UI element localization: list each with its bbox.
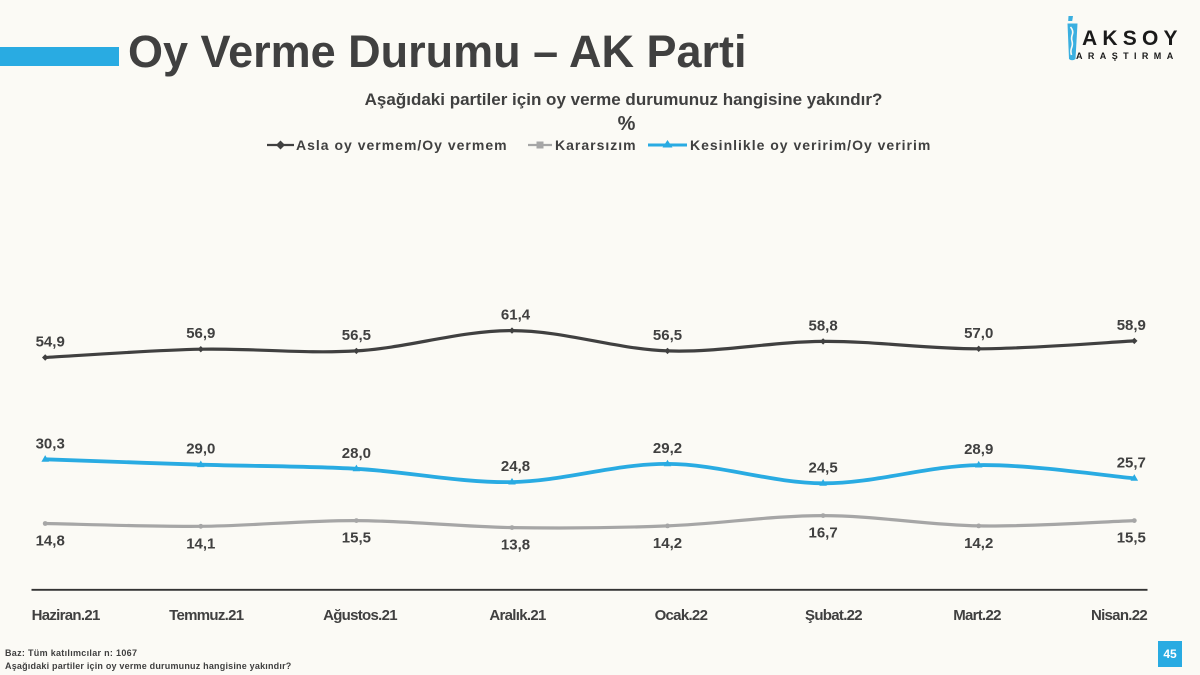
svg-text:14,8: 14,8 [36,533,65,550]
svg-text:Şubat.22: Şubat.22 [805,607,862,624]
svg-text:30,3: 30,3 [36,435,65,452]
svg-text:16,7: 16,7 [808,525,837,542]
svg-text:Ocak.22: Ocak.22 [655,607,708,624]
svg-text:ARAŞTIRMA: ARAŞTIRMA [1076,51,1179,61]
svg-text:29,2: 29,2 [653,440,682,457]
svg-text:58,9: 58,9 [1117,317,1146,334]
svg-text:Temmuz.21: Temmuz.21 [169,607,244,624]
svg-text:15,5: 15,5 [1117,530,1146,547]
svg-text:15,5: 15,5 [342,530,371,547]
svg-text:14,1: 14,1 [186,535,215,552]
svg-text:29,0: 29,0 [186,441,215,458]
svg-text:56,5: 56,5 [342,327,371,344]
svg-text:54,9: 54,9 [36,334,65,351]
svg-text:56,5: 56,5 [653,327,682,344]
svg-text:28,9: 28,9 [964,441,993,458]
svg-text:Mart.22: Mart.22 [953,607,1001,624]
svg-text:13,8: 13,8 [501,537,530,554]
svg-text:Nisan.22: Nisan.22 [1091,607,1147,624]
svg-text:Haziran.21: Haziran.21 [32,607,100,624]
svg-text:14,2: 14,2 [653,535,682,552]
svg-text:58,8: 58,8 [808,317,837,334]
svg-text:Kesinlikle oy veririm/Oy verir: Kesinlikle oy veririm/Oy veririm [690,137,931,153]
svg-text:Kararsızım: Kararsızım [555,137,637,153]
svg-text:57,0: 57,0 [964,325,993,342]
svg-text:Ağustos.21: Ağustos.21 [323,607,397,624]
svg-text:56,9: 56,9 [186,325,215,342]
svg-text:AKSOY: AKSOY [1082,27,1183,50]
svg-text:24,8: 24,8 [501,458,530,475]
svg-text:28,0: 28,0 [342,445,371,462]
svg-text:14,2: 14,2 [964,535,993,552]
svg-text:Asla oy vermem/Oy vermem: Asla oy vermem/Oy vermem [296,137,508,153]
svg-text:25,7: 25,7 [1117,454,1146,471]
svg-text:24,5: 24,5 [808,459,837,476]
svg-text:61,4: 61,4 [501,307,531,324]
svg-text:Aralık.21: Aralık.21 [489,607,546,624]
